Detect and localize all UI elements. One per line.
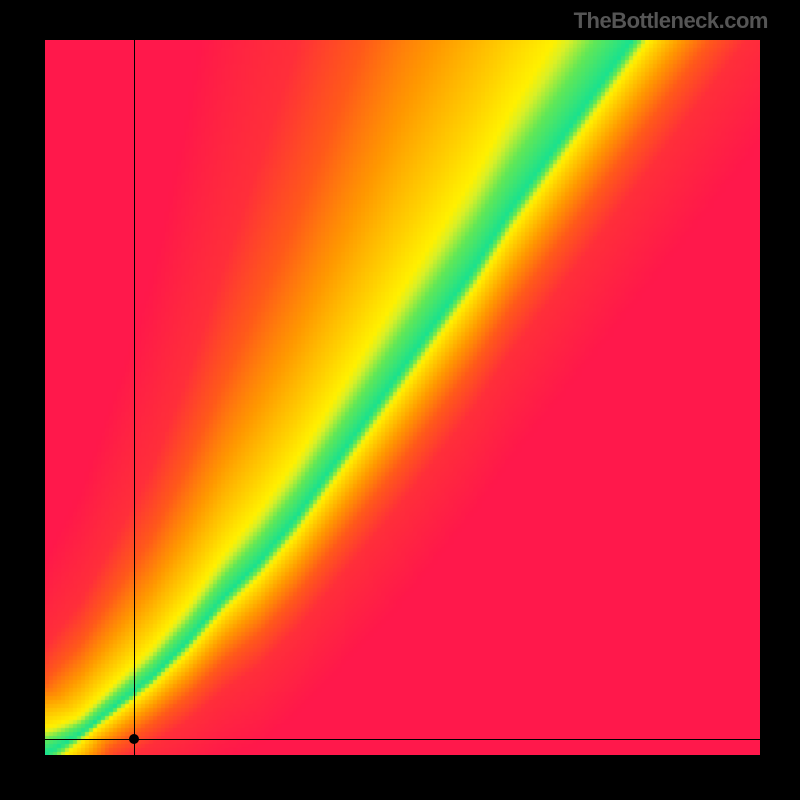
heatmap-plot xyxy=(45,40,760,755)
crosshair-marker xyxy=(129,734,139,744)
heatmap-canvas xyxy=(45,40,760,755)
watermark-text: TheBottleneck.com xyxy=(574,8,768,34)
crosshair-vertical xyxy=(134,40,135,755)
crosshair-horizontal xyxy=(45,739,760,740)
